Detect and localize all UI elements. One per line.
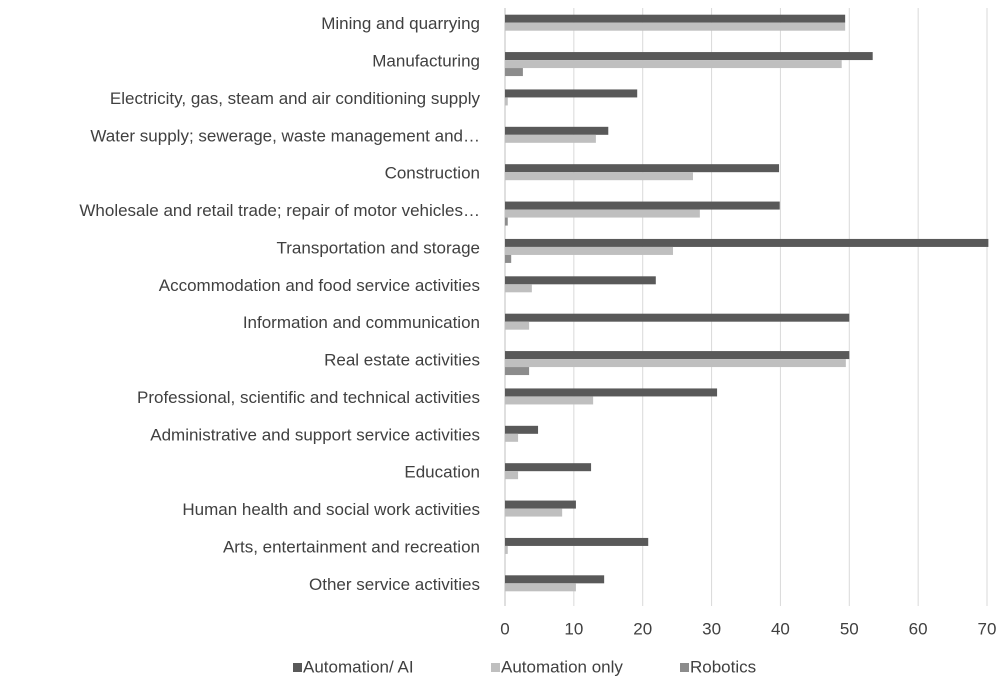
y-tick-label: Wholesale and retail trade; repair of mo… xyxy=(79,201,480,220)
bar xyxy=(505,313,850,322)
y-tick-label: Professional, scientific and technical a… xyxy=(137,388,480,407)
y-tick-label: Administrative and support service activ… xyxy=(150,425,480,444)
bar xyxy=(505,238,989,247)
legend-label: Robotics xyxy=(690,657,756,676)
bar xyxy=(505,126,609,135)
bar xyxy=(505,172,693,181)
bar xyxy=(505,463,592,472)
bar xyxy=(505,209,700,218)
bar xyxy=(505,388,718,397)
x-tick-label: 40 xyxy=(771,619,790,638)
bar xyxy=(505,201,780,210)
bar xyxy=(505,134,596,143)
legend-label: Automation only xyxy=(501,657,623,676)
bar xyxy=(505,254,512,263)
bar xyxy=(505,425,539,434)
y-tick-label: Other service activities xyxy=(309,575,480,594)
bar xyxy=(505,396,594,405)
bar xyxy=(505,22,846,31)
x-tick-label: 0 xyxy=(500,619,509,638)
bar xyxy=(505,500,576,509)
legend-marker xyxy=(491,663,500,672)
bar xyxy=(505,97,508,106)
x-tick-label: 70 xyxy=(978,619,997,638)
y-tick-label: Human health and social work activities xyxy=(182,500,480,519)
y-tick-label: Real estate activities xyxy=(324,351,480,370)
y-tick-label: Construction xyxy=(385,164,480,183)
bar xyxy=(505,68,523,77)
y-tick-label: Water supply; sewerage, waste management… xyxy=(90,126,480,145)
bar xyxy=(505,433,519,442)
legend-marker xyxy=(293,663,302,672)
bar xyxy=(505,367,530,376)
bar xyxy=(505,164,780,173)
bar xyxy=(505,276,656,285)
y-tick-label: Information and communication xyxy=(243,313,480,332)
bar xyxy=(505,545,508,554)
legend-label: Automation/ AI xyxy=(303,657,414,676)
bar xyxy=(505,508,563,517)
y-tick-label: Electricity, gas, steam and air conditio… xyxy=(110,89,481,108)
bar xyxy=(505,217,508,226)
y-tick-label: Mining and quarrying xyxy=(321,14,480,33)
y-tick-label: Accommodation and food service activitie… xyxy=(159,276,480,295)
bar xyxy=(505,246,674,255)
y-tick-label: Manufacturing xyxy=(372,52,480,71)
bar xyxy=(505,471,519,480)
x-tick-label: 20 xyxy=(633,619,652,638)
y-tick-label: Transportation and storage xyxy=(277,238,481,257)
y-tick-label: Education xyxy=(404,463,480,482)
bar xyxy=(505,284,532,293)
bar xyxy=(505,537,649,546)
bar xyxy=(505,52,873,61)
y-tick-label: Arts, entertainment and recreation xyxy=(223,537,480,556)
x-tick-label: 30 xyxy=(702,619,721,638)
bar xyxy=(505,321,530,330)
bar xyxy=(505,359,846,368)
x-tick-label: 60 xyxy=(909,619,928,638)
bar xyxy=(505,351,850,360)
legend-marker xyxy=(680,663,689,672)
x-tick-label: 50 xyxy=(840,619,859,638)
bar xyxy=(505,89,638,98)
bar xyxy=(505,575,605,584)
bar xyxy=(505,60,842,69)
bar xyxy=(505,583,576,592)
x-tick-label: 10 xyxy=(564,619,583,638)
bar xyxy=(505,14,846,23)
